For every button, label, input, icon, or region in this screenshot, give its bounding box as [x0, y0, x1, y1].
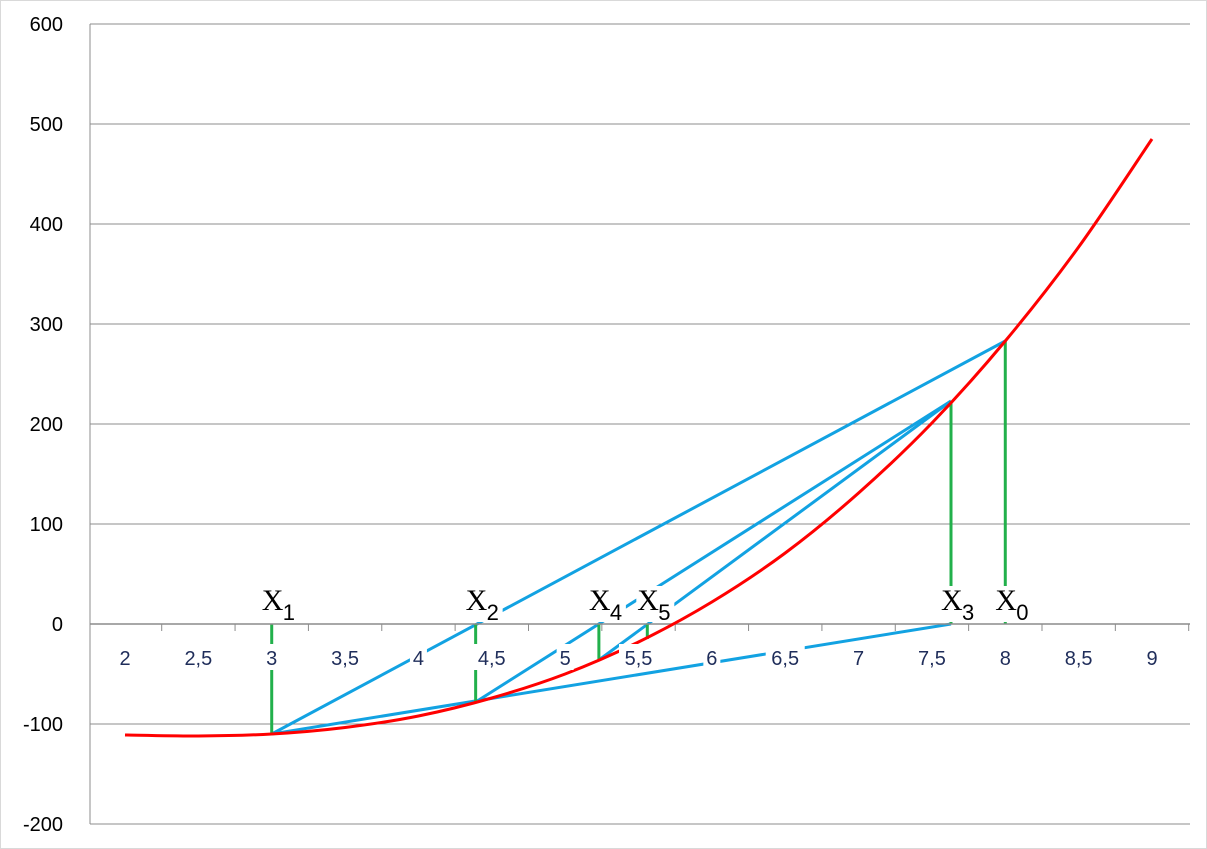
x-tick-label-bg: [556, 644, 574, 670]
x-tick-label-bg: [325, 644, 365, 670]
function-curve: [124, 138, 1154, 738]
iterate-label-name: X: [941, 584, 963, 617]
iterate-label-subscript: 0: [1016, 600, 1028, 625]
x-tick-label: 7: [853, 648, 864, 670]
y-tick-label: 500: [30, 114, 63, 136]
iterate-label-bg: [587, 586, 626, 622]
x-tick-label: 8,5: [1065, 648, 1093, 670]
x-tick-label: 5,5: [625, 648, 653, 670]
x-tick-label-bg: [1059, 644, 1099, 670]
secant-line: [271, 339, 1006, 736]
x-tick-label: 5: [560, 648, 571, 670]
x-tick-label-bg: [1143, 644, 1161, 670]
iterate-label-subscript: 1: [283, 600, 295, 625]
iterate-label-name: X: [589, 584, 611, 617]
x-tick-label-bg: [765, 644, 805, 670]
y-tick-label: -200: [23, 814, 63, 836]
x-tick-label: 2,5: [184, 648, 212, 670]
x-tick-label-bg: [996, 644, 1014, 670]
x-tick-label-bg: [409, 644, 427, 670]
x-tick-label: 8: [1000, 648, 1011, 670]
iterate-label-bg: [260, 586, 299, 622]
x-tick-label-bg: [263, 644, 281, 670]
y-tick-label: 100: [30, 514, 63, 536]
y-tick-label: 200: [30, 414, 63, 436]
x-tick-label-bg: [619, 644, 658, 670]
iterate-label-bg: [464, 586, 503, 622]
iterate-label-bg: [940, 586, 979, 622]
x-tick-label: 3,5: [331, 648, 359, 670]
secant-line: [474, 399, 952, 704]
x-tick-label-bg: [703, 644, 721, 670]
x-tick-label-bg: [178, 644, 218, 670]
iterate-label-subscript: 3: [962, 600, 974, 625]
x-tick-label: 9: [1146, 648, 1157, 670]
y-tick-label: 400: [30, 214, 63, 236]
iterate-label-subscript: 2: [487, 600, 499, 625]
iterate-label-name: X: [637, 584, 659, 617]
y-tick-label: 0: [52, 614, 63, 636]
x-tick-label: 6: [706, 648, 717, 670]
x-tick-label: 7,5: [918, 648, 946, 670]
iterate-label-subscript: 4: [610, 600, 622, 625]
y-tick-label: -100: [23, 714, 63, 736]
x-tick-label-bg: [912, 644, 952, 670]
iterate-label-bg: [636, 586, 675, 622]
x-tick-label-bg: [850, 644, 868, 670]
x-tick-label-bg: [472, 644, 512, 670]
iterate-label-bg: [994, 586, 1033, 622]
x-tick-label: 3: [266, 648, 277, 670]
iterate-label-subscript: 5: [658, 600, 670, 625]
x-tick-label: 2: [119, 648, 130, 670]
x-tick-label-bg: [116, 644, 134, 670]
iterate-label-name: X: [466, 584, 488, 617]
x-tick-label: 4: [413, 648, 424, 670]
y-tick-label: 600: [30, 14, 63, 36]
iterate-label-name: X: [995, 584, 1017, 617]
x-tick-label: 4,5: [478, 648, 506, 670]
iterate-label-name: X: [262, 584, 284, 617]
y-tick-label: 300: [30, 314, 63, 336]
secant-line: [271, 622, 952, 736]
x-tick-label: 6,5: [771, 648, 799, 670]
